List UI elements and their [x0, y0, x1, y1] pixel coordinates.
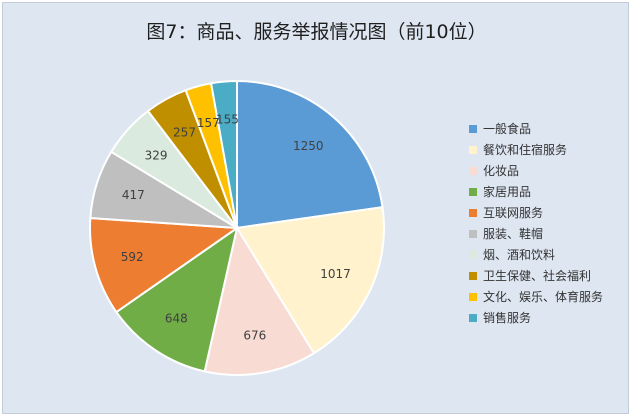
pie-slice: [203, 225, 316, 376]
data-label: 1250: [293, 139, 324, 153]
legend-label: 销售服务: [483, 311, 532, 325]
legend-label: 文化、娱乐、体育服务: [483, 290, 604, 304]
legend-swatch: [469, 166, 477, 175]
pie-slice: [114, 225, 239, 373]
data-label: 676: [243, 328, 266, 342]
legend-label: 卫生保健、社会福利: [483, 269, 592, 283]
legend-swatch: [469, 250, 477, 259]
data-label: 648: [165, 311, 188, 325]
data-label: 157: [197, 116, 220, 130]
legend-item: 服装、鞋帽: [469, 224, 603, 245]
legend-label: 烟、酒和饮料: [483, 248, 556, 262]
data-label: 1017: [320, 267, 351, 281]
legend-item: 餐饮和住宿服务: [469, 140, 603, 161]
legend-label: 互联网服务: [483, 206, 544, 220]
legend-item: 文化、娱乐、体育服务: [469, 287, 603, 308]
legend-swatch: [469, 271, 477, 280]
pie-slice: [89, 216, 240, 314]
legend-swatch: [469, 187, 477, 196]
legend-swatch: [469, 229, 477, 238]
legend-label: 服装、鞋帽: [483, 227, 544, 241]
legend-swatch: [469, 292, 477, 301]
legend-item: 销售服务: [469, 308, 603, 329]
pie-slice: [209, 79, 238, 229]
legend-swatch: [469, 313, 477, 322]
data-label: 155: [216, 113, 239, 127]
legend-item: 家居用品: [469, 182, 603, 203]
legend-swatch: [469, 208, 477, 217]
data-label: 329: [145, 148, 168, 162]
legend-swatch: [469, 124, 477, 133]
data-label: 257: [173, 126, 196, 140]
legend-item: 一般食品: [469, 119, 603, 140]
legend-label: 一般食品: [483, 122, 532, 136]
data-label: 592: [121, 250, 144, 264]
legend-item: 化妆品: [469, 161, 603, 182]
pie-slice: [235, 206, 385, 355]
legend-label: 家居用品: [483, 185, 532, 199]
chart-title: 图7：商品、服务举报情况图（前10位）: [146, 21, 487, 43]
legend-item: 卫生保健、社会福利: [469, 266, 603, 287]
chart-frame: 图7：商品、服务举报情况图（前10位） 1250 1017 676 648 592 417…: [2, 2, 629, 414]
legend-label: 餐饮和住宿服务: [483, 143, 568, 157]
pie-slice: [236, 79, 384, 230]
legend-swatch: [469, 145, 477, 154]
legend: 一般食品餐饮和住宿服务 化妆品家居用品互联网服务服装、鞋帽烟、酒和饮料卫生保健、社…: [469, 119, 603, 329]
legend-item: 烟、酒和饮料: [469, 245, 603, 266]
data-label: 417: [122, 188, 145, 202]
legend-item: 互联网服务: [469, 203, 603, 224]
legend-label: 化妆品: [483, 164, 520, 178]
